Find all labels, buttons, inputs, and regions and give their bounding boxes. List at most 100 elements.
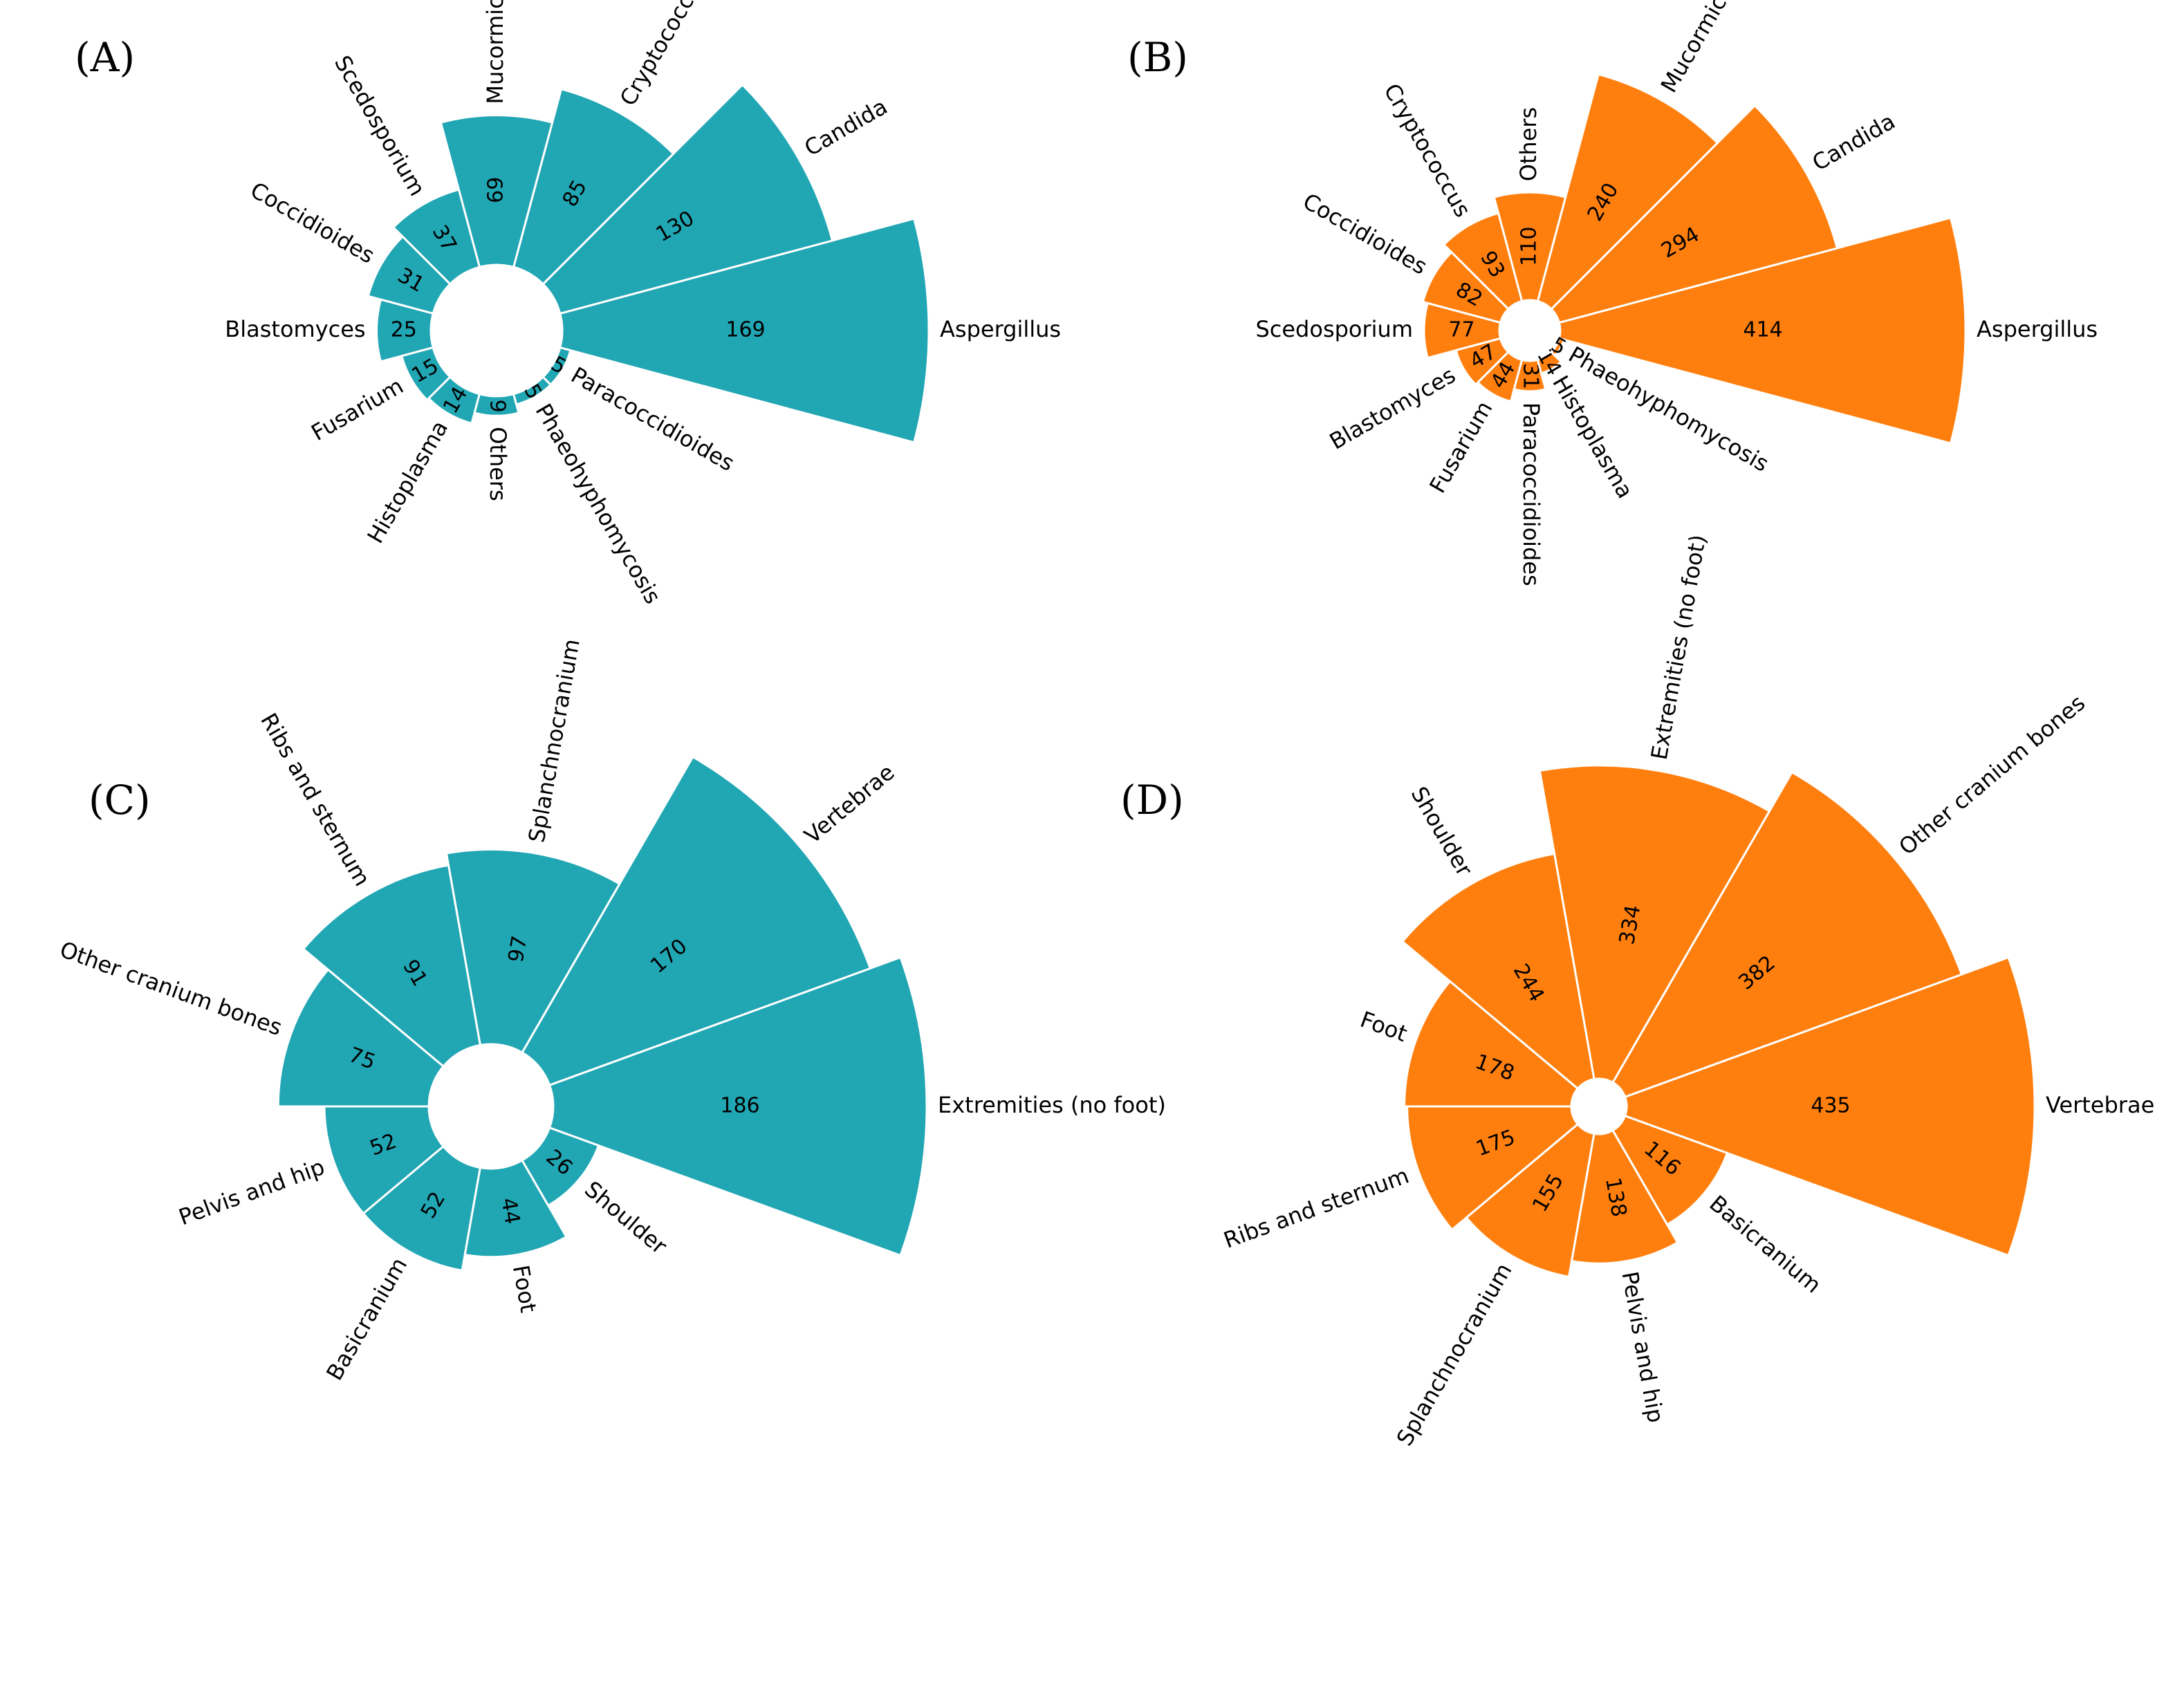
category-label: Blastomyces <box>1325 362 1460 455</box>
bar-aspergillus <box>1557 216 1967 445</box>
category-label: Blastomyces <box>225 316 365 342</box>
bar-fusarium <box>400 346 452 402</box>
category-label: Coccidioides <box>1299 188 1432 280</box>
panel-label: (C) <box>89 777 151 824</box>
category-label: Mucormicosis <box>1656 0 1753 97</box>
bar-scedosporium <box>391 188 481 286</box>
bar-cryptococcus <box>512 87 675 286</box>
value-label: 31 <box>1519 363 1543 389</box>
category-label: Extremities (no foot) <box>1646 532 1712 761</box>
category-label: Scedosporium <box>1255 316 1413 342</box>
category-label: Coccidioides <box>246 177 380 269</box>
panel-c: (C)186 Extremities (no foot)170Vertebrae9… <box>57 637 1166 1385</box>
value-label: 186 <box>720 1094 759 1118</box>
bar-candida <box>1549 104 1839 324</box>
bar-aspergillus <box>558 217 930 444</box>
category-label: Histoplasma <box>362 416 453 548</box>
bar-extremities-no-foot- <box>1538 764 1771 1084</box>
bar-pelvis-and-hip <box>323 1105 445 1216</box>
bar-coccidioides <box>367 234 452 315</box>
bar-mucormicosis <box>1536 73 1719 311</box>
value-label: 169 <box>725 318 765 342</box>
bar-scedosporium <box>1423 301 1502 360</box>
category-label: Fusarium <box>307 373 408 446</box>
bar-splanchnocranium <box>1465 1122 1596 1279</box>
bar-shoulder <box>1400 852 1596 1090</box>
panel-label: (B) <box>1127 34 1188 81</box>
category-label: Splanchnocranium <box>524 637 585 844</box>
panel-label: (A) <box>75 34 135 81</box>
bar-blastomyces <box>376 298 435 363</box>
category-label: Basicranium <box>321 1253 412 1385</box>
category-label: Aspergillus <box>940 316 1061 342</box>
bar-basicranium <box>1611 1114 1729 1226</box>
bar-vertebrae <box>520 755 872 1087</box>
bar-blastomyces <box>1454 337 1510 387</box>
category-label: Foot <box>1357 1006 1411 1047</box>
category-label: Cryptococcus <box>1378 79 1476 221</box>
bar-histoplasma <box>427 375 481 425</box>
bar-foot <box>463 1158 568 1259</box>
bar-histoplasma <box>1536 350 1563 375</box>
value-label: 77 <box>1448 318 1474 342</box>
bar-fusarium <box>1476 350 1524 403</box>
category-label: Fusarium <box>1424 396 1497 497</box>
bar-others <box>473 392 520 417</box>
category-label: Extremities (no foot) <box>938 1092 1166 1118</box>
bar-phaeohyphomycosis <box>1549 337 1566 358</box>
panel-a: (A)169 Aspergillus130Candida85Cryptococcu… <box>75 0 1061 609</box>
bar-coccidioides <box>1421 250 1510 324</box>
category-label: Ribs and sternum <box>255 709 376 891</box>
panel-label: (D) <box>1120 777 1184 824</box>
category-label: Candida <box>1808 108 1900 176</box>
bar-candida <box>542 83 834 315</box>
category-label: Scedosporium <box>329 51 431 201</box>
bar-paracoccidioides <box>1513 358 1547 393</box>
category-label: Aspergillus <box>1977 316 2098 342</box>
bar-foot <box>1403 979 1580 1108</box>
value-label: 25 <box>391 318 417 342</box>
category-label: Candida <box>800 93 892 162</box>
value-label: 44 <box>496 1196 524 1227</box>
value-label: 110 <box>1517 227 1542 266</box>
value-label: 435 <box>1811 1094 1850 1118</box>
value-label: 9 <box>485 400 510 413</box>
bar-ribs-and-sternum <box>302 864 482 1068</box>
category-label: Foot <box>508 1263 542 1315</box>
bar-mucormicosis <box>439 114 554 269</box>
category-label: Mucormicosis <box>482 0 508 104</box>
category-label: Splanchnocranium <box>1391 1259 1517 1450</box>
bar-other-cranium-bones <box>1611 770 1963 1099</box>
bar-vertebrae <box>1623 956 2036 1257</box>
value-label: 97 <box>504 934 533 965</box>
bar-pelvis-and-hip <box>1570 1129 1679 1265</box>
bar-extremities-no-foot- <box>548 956 928 1257</box>
category-label: Phaeohyphomycosis <box>530 399 667 609</box>
category-label: Other cranium bones <box>1894 689 2090 860</box>
category-label: Vertebrae <box>799 759 900 848</box>
category-label: Others <box>1515 107 1542 182</box>
bar-shoulder <box>520 1126 600 1207</box>
category-label: Cryptococcus <box>615 0 712 111</box>
category-label: Ribs and sternum <box>1220 1162 1412 1254</box>
bar-basicranium <box>362 1144 482 1272</box>
category-label: Pelvis and hip <box>1616 1270 1669 1425</box>
bar-splanchnocranium <box>445 848 621 1055</box>
value-label: 69 <box>484 177 508 203</box>
bar-paracoccidioides <box>542 346 572 387</box>
bar-ribs-and-sternum <box>1406 1105 1580 1232</box>
bar-other-cranium-bones <box>277 968 445 1108</box>
category-label: Shoulder <box>580 1176 672 1260</box>
category-label: Shoulder <box>1406 782 1479 881</box>
category-label: Others <box>485 427 511 501</box>
bar-cryptococcus <box>1442 212 1524 311</box>
category-label: Basicranium <box>1704 1190 1826 1298</box>
category-label: Other cranium bones <box>57 936 286 1041</box>
category-label: Pelvis and hip <box>175 1153 328 1230</box>
category-label: Vertebrae <box>2046 1092 2154 1118</box>
bar-others <box>1492 191 1567 303</box>
panel-b: (B)414 Aspergillus294Candida240Mucormicos… <box>1127 0 2098 586</box>
